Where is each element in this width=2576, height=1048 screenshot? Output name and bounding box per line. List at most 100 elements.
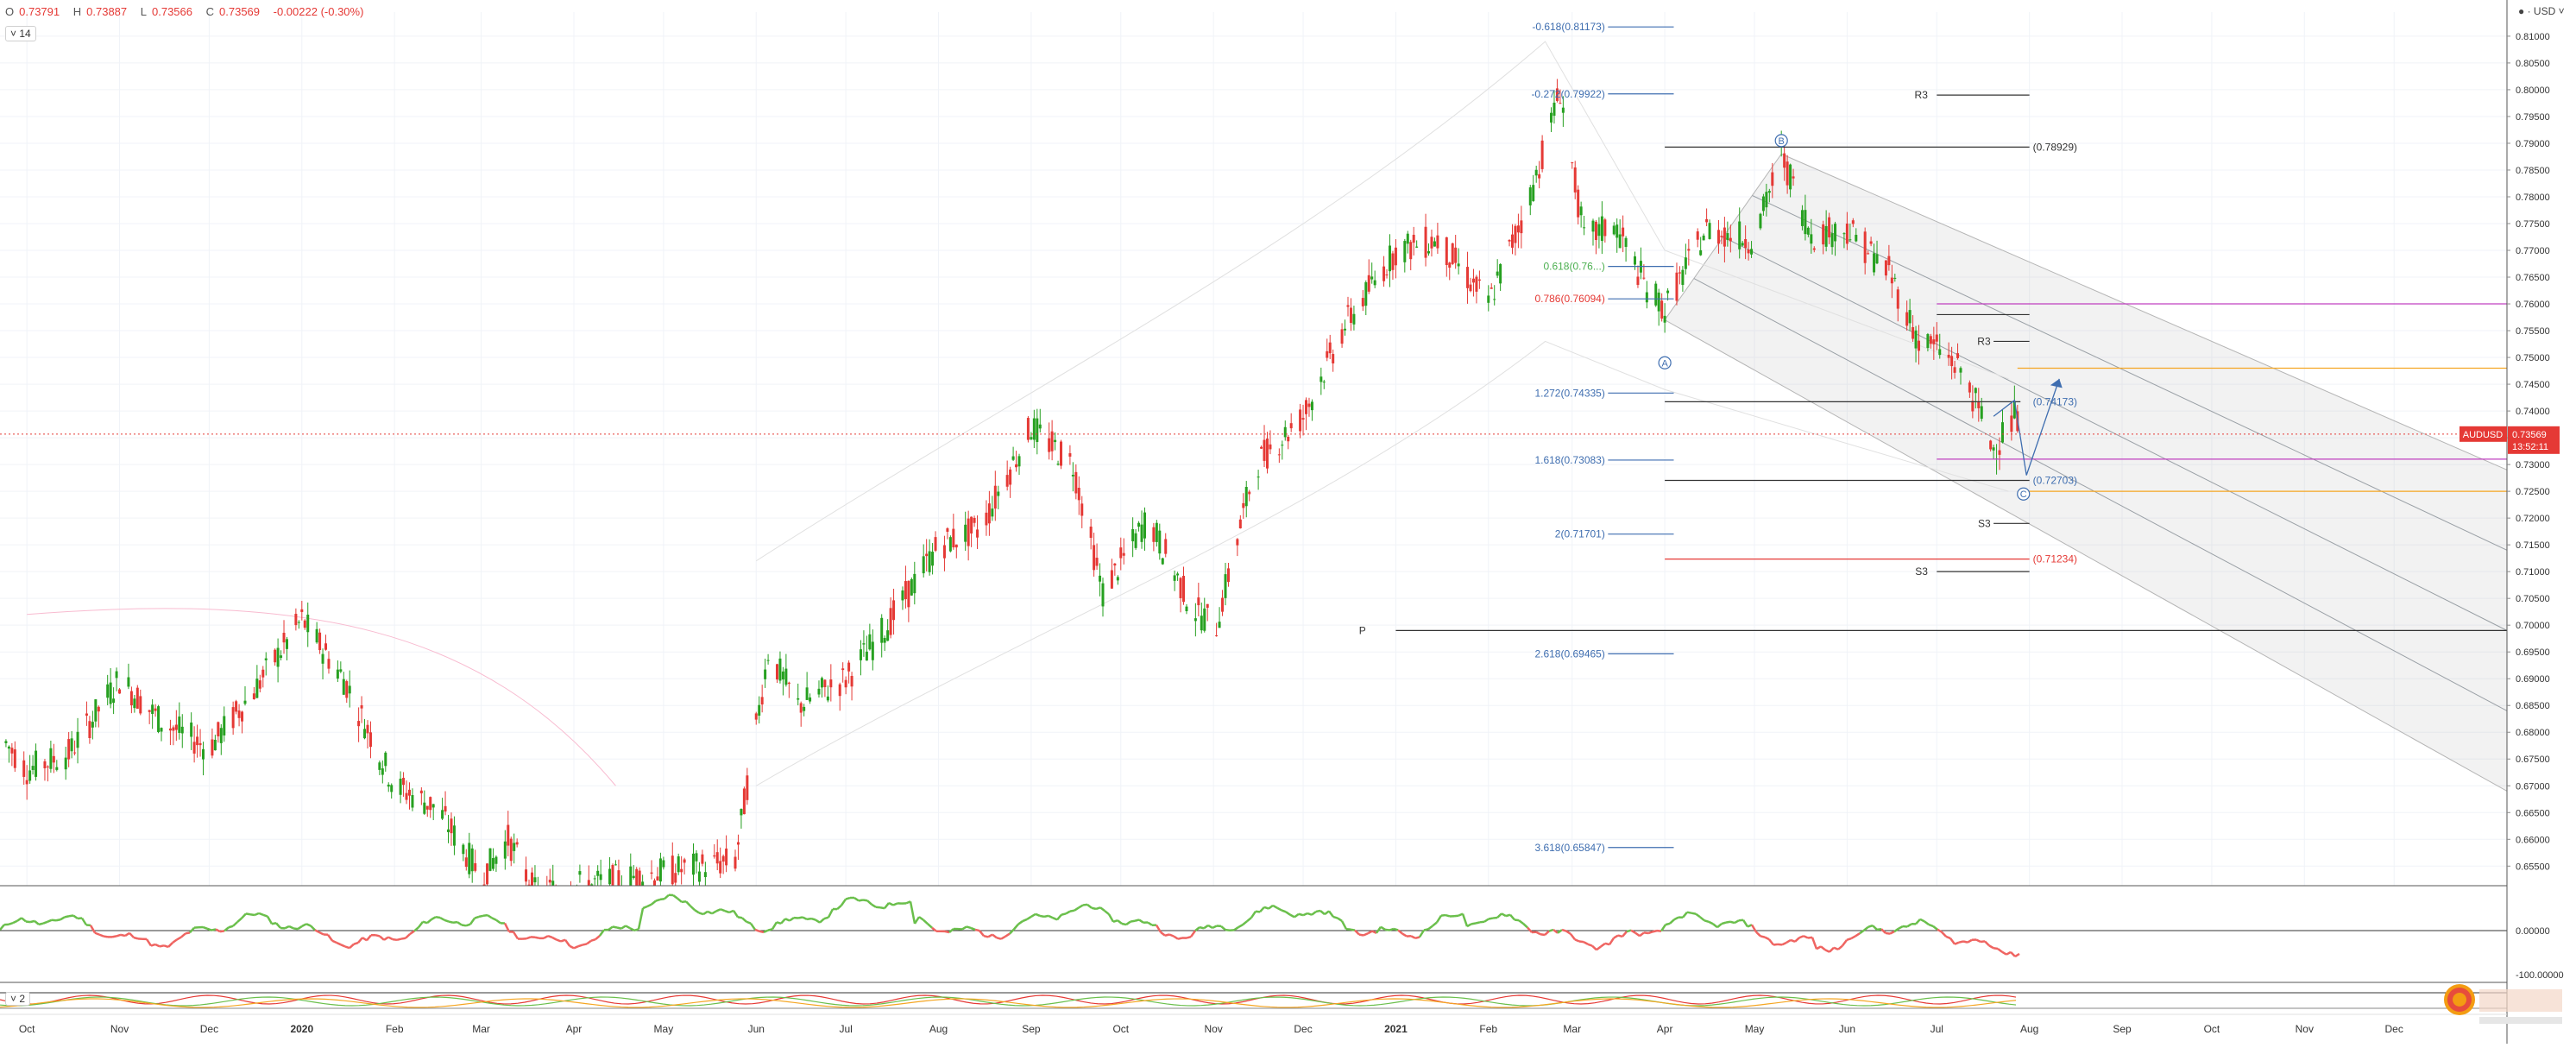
candle-body [614, 864, 617, 865]
candle-body [1174, 575, 1176, 580]
indicator-toggle[interactable]: ˅ 14 [5, 26, 36, 41]
candle-body [533, 877, 536, 882]
candle-body [1080, 503, 1083, 515]
candle-body [26, 780, 28, 785]
candle-body [1158, 531, 1161, 554]
candle-body [1311, 401, 1313, 410]
oscillator-segment [69, 916, 73, 917]
candle-body [1846, 224, 1849, 243]
candle-body [14, 749, 16, 768]
candle-body [468, 843, 470, 874]
candle-body [716, 852, 719, 863]
candle-body [363, 729, 366, 738]
candle-body [507, 825, 509, 846]
candle-body [53, 756, 55, 762]
candle-body [492, 858, 494, 869]
candle-body [199, 743, 202, 745]
oscillator-segment [393, 939, 397, 940]
oscillator-segment [1993, 948, 1998, 949]
candle-body [157, 706, 160, 732]
oscillator-segment [1187, 937, 1191, 938]
candle-body [713, 855, 715, 856]
candle-body [683, 860, 686, 863]
candle-body [1141, 525, 1143, 542]
currency-label[interactable]: ● · USD ˅ [2518, 5, 2565, 17]
price-axis-label: 0.69000 [2516, 674, 2550, 685]
candle-body [1382, 267, 1385, 281]
indicator2-toggle[interactable]: ˅ 2 [5, 992, 30, 1006]
price-label: -0.618(0.81173) [1532, 21, 1605, 33]
candle-body [1687, 249, 1690, 250]
candle-body [841, 668, 844, 670]
candle-body [1842, 233, 1845, 234]
candle-body [1786, 161, 1789, 185]
candle-body [1520, 220, 1522, 233]
candle-body [782, 672, 784, 679]
candle-body [1102, 584, 1105, 607]
candle-body [1541, 141, 1544, 169]
candle-body [369, 732, 372, 747]
candle-body [1580, 206, 1583, 215]
oscillator-segment [1044, 916, 1049, 917]
oscillator-segment [56, 919, 60, 920]
oscillator-segment [453, 922, 457, 923]
candle-body [1269, 445, 1271, 450]
price-axis-label: 0.75000 [2516, 353, 2550, 363]
candle-body [1936, 335, 1938, 342]
price-label: (0.74173) [2033, 395, 2077, 407]
candle-body [1909, 310, 1912, 323]
price-label: 3.618(0.65847) [1534, 842, 1604, 854]
candle-body [423, 803, 425, 814]
candle-body [737, 843, 740, 845]
candle-body [1350, 308, 1352, 324]
candle-body [925, 554, 928, 557]
price-axis-label: 0.74500 [2516, 380, 2550, 390]
candle-body [154, 709, 157, 711]
oscillator-segment [250, 914, 255, 915]
price-axis-label: 0.70000 [2516, 621, 2550, 631]
candle-body [1625, 238, 1628, 247]
candle-body [1887, 256, 1890, 265]
candle-body [862, 643, 865, 644]
candle-body [1012, 457, 1015, 460]
candle-body [994, 486, 997, 508]
candle-body [1697, 231, 1699, 240]
candle-body [450, 818, 452, 833]
candle-body [1006, 475, 1009, 487]
candle-body [1096, 558, 1099, 565]
candle-body [116, 672, 118, 679]
candle-body [1119, 547, 1122, 558]
candle-body [1981, 406, 1983, 419]
candle-body [659, 858, 662, 881]
candle-body [223, 717, 225, 735]
candle-body [471, 849, 474, 871]
candle-body [327, 659, 330, 668]
oscillator-segment [479, 916, 483, 917]
candle-body [1529, 187, 1532, 205]
candle-body [1948, 355, 1950, 358]
candle-body [2010, 415, 2012, 432]
candle-body [1748, 249, 1750, 253]
candle-body [1403, 241, 1406, 262]
wave-label: A [1659, 357, 1671, 369]
candle-body [169, 729, 172, 730]
candle-body [429, 797, 431, 810]
oscillator-segment [1644, 932, 1648, 933]
candle-body [1930, 336, 1932, 344]
candle-body [860, 649, 862, 660]
candle-body [1152, 527, 1155, 542]
candle-body [426, 806, 429, 810]
oscillator-segment [526, 937, 531, 938]
time-axis-label: Jun [748, 1023, 765, 1035]
candle [1654, 281, 1657, 307]
candle-body [378, 762, 381, 770]
price-label: S3 [1915, 565, 1928, 578]
candle-body [866, 652, 868, 660]
candle-body [847, 663, 850, 672]
candle-body [1329, 343, 1332, 354]
candle-body [381, 768, 384, 774]
candle-body [1033, 419, 1036, 440]
time-axis-label: Apr [1657, 1023, 1673, 1035]
